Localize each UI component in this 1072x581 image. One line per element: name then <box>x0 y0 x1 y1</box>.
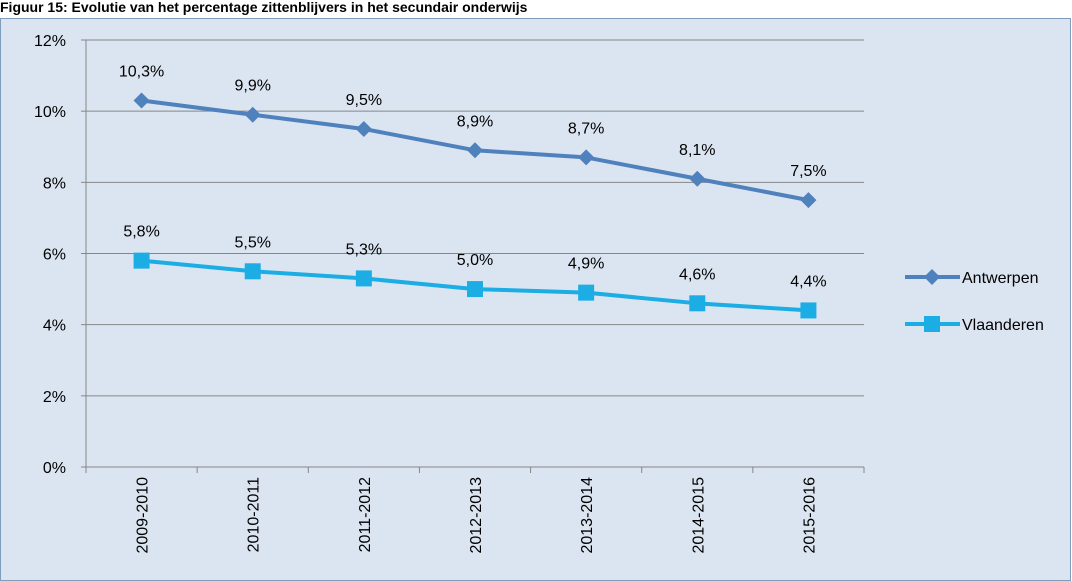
marker <box>689 170 706 187</box>
marker <box>244 106 261 123</box>
x-tick-label: 2012-2013 <box>468 477 485 554</box>
data-label: 4,6% <box>679 266 715 283</box>
x-tick-label: 2015-2016 <box>801 477 818 554</box>
marker <box>924 269 940 285</box>
y-tick-label: 8% <box>43 175 66 192</box>
data-label: 5,0% <box>457 252 493 269</box>
data-label: 9,5% <box>346 92 382 109</box>
marker <box>800 192 817 209</box>
marker <box>355 270 372 287</box>
x-tick-label: 2010-2011 <box>246 477 263 552</box>
data-label: 8,1% <box>679 142 715 159</box>
marker <box>133 252 150 269</box>
y-tick-label: 0% <box>43 460 66 477</box>
data-label: 8,7% <box>568 120 604 137</box>
data-label: 9,9% <box>234 78 270 95</box>
y-tick-label: 6% <box>43 247 66 264</box>
x-tick-label: 2013-2014 <box>579 477 596 554</box>
marker <box>924 316 940 332</box>
y-tick-label: 4% <box>43 318 66 335</box>
marker <box>800 302 817 319</box>
marker <box>244 263 261 280</box>
data-label: 5,8% <box>123 224 159 241</box>
marker <box>467 142 483 159</box>
x-tick-label: 2011-2012 <box>357 477 374 552</box>
marker <box>578 284 595 301</box>
data-label: 7,5% <box>790 163 826 180</box>
data-label: 5,3% <box>346 241 382 258</box>
chart-background <box>0 18 1071 581</box>
legend-label: Vlaanderen <box>962 317 1044 334</box>
data-label: 8,9% <box>457 113 493 130</box>
marker <box>467 281 483 298</box>
chart-title: Figuur 15: Evolutie van het percentage z… <box>0 0 528 15</box>
x-tick-label: 2009-2010 <box>135 477 152 554</box>
x-tick-label: 2014-2015 <box>690 477 707 554</box>
y-tick-label: 12% <box>34 33 66 50</box>
data-label: 5,5% <box>234 234 270 251</box>
marker <box>355 120 372 137</box>
data-label: 4,4% <box>790 273 826 290</box>
marker <box>689 295 706 312</box>
data-label: 4,9% <box>568 256 604 273</box>
data-label: 10,3% <box>119 63 164 80</box>
legend-label: Antwerpen <box>962 270 1039 287</box>
y-tick-label: 10% <box>34 104 66 121</box>
marker <box>578 149 595 166</box>
marker <box>133 92 150 109</box>
y-tick-label: 2% <box>43 389 66 406</box>
